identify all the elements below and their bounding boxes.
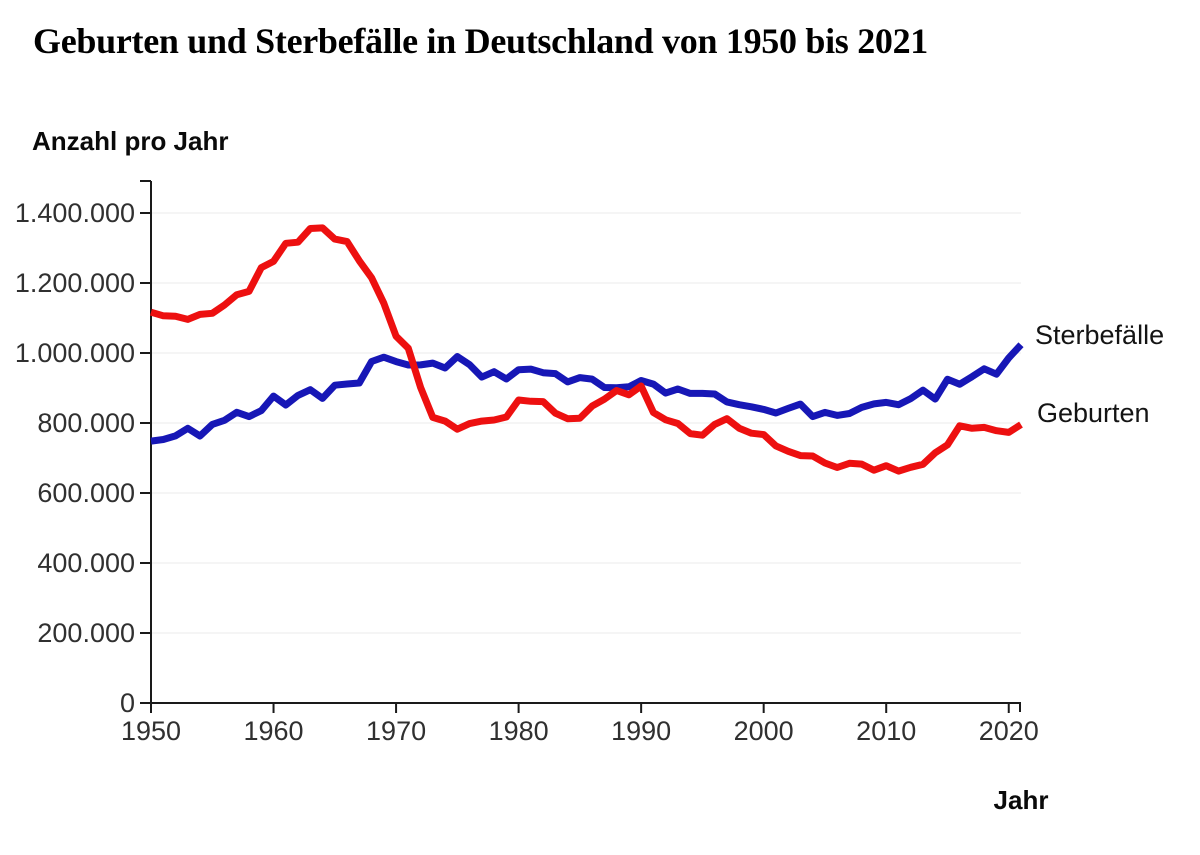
y-tick-label: 800.000 xyxy=(37,408,135,438)
y-tick-label: 400.000 xyxy=(37,548,135,578)
y-tick-label: 1.400.000 xyxy=(15,198,135,228)
x-tick-label: 2010 xyxy=(856,716,916,746)
x-tick-label: 1970 xyxy=(366,716,426,746)
series-label-geburten: Geburten xyxy=(1037,398,1150,428)
x-tick-label: 1960 xyxy=(243,716,303,746)
y-tick-label: 1.000.000 xyxy=(15,338,135,368)
y-tick-label: 0 xyxy=(120,688,135,718)
chart-title: Geburten und Sterbefälle in Deutschland … xyxy=(33,21,929,61)
x-tick-label: 1980 xyxy=(489,716,549,746)
y-tick-label: 1.200.000 xyxy=(15,268,135,298)
series-line-births xyxy=(150,224,1023,475)
y-tick-label: 600.000 xyxy=(37,478,135,508)
x-tick-label: 2020 xyxy=(979,716,1039,746)
series-label-sterbefaelle: Sterbefälle xyxy=(1035,320,1165,350)
y-axis-title: Anzahl pro Jahr xyxy=(32,126,229,156)
x-tick-label: 2000 xyxy=(734,716,794,746)
series-line-deaths xyxy=(150,342,1024,445)
y-tick-label: 200.000 xyxy=(37,618,135,648)
x-tick-label: 1990 xyxy=(611,716,671,746)
x-axis-title: Jahr xyxy=(993,785,1049,815)
x-tick-label: 1950 xyxy=(121,716,181,746)
